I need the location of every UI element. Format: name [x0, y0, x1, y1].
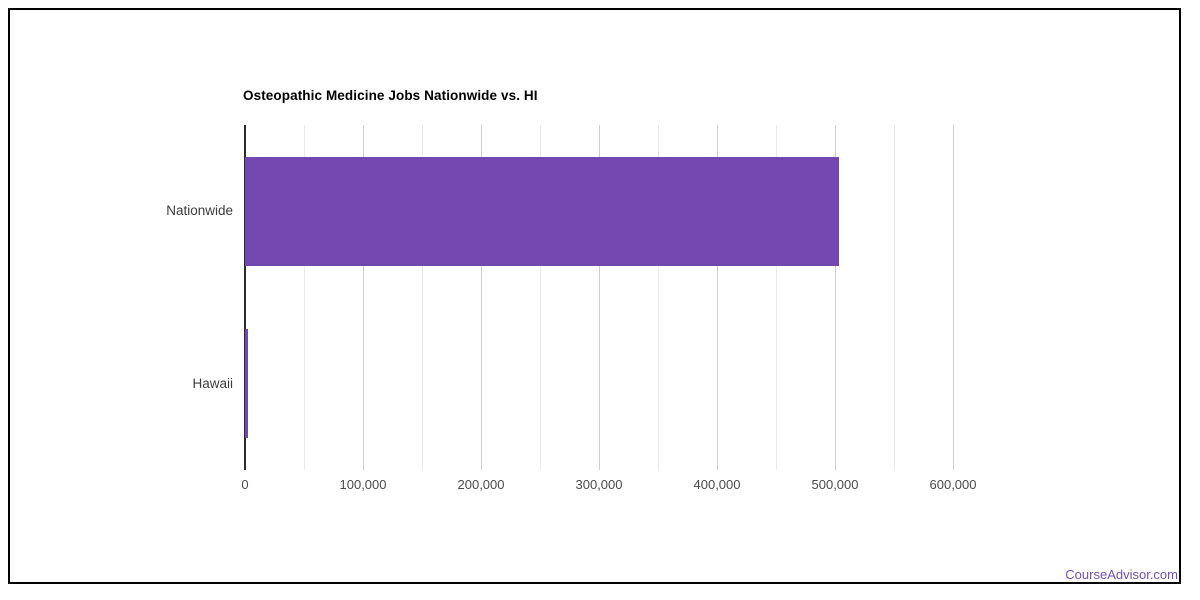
category-label-nationwide: Nationwide: [166, 203, 233, 219]
x-tick-label: 300,000: [575, 477, 623, 492]
bar-nationwide: [245, 156, 839, 266]
chart-title: Osteopathic Medicine Jobs Nationwide vs.…: [243, 88, 538, 103]
x-tick-label: 200,000: [457, 477, 505, 492]
plot-area: [244, 125, 1012, 470]
x-gridline: [893, 125, 895, 470]
bar-hawaii: [245, 329, 249, 439]
x-tick-label: 600,000: [929, 477, 977, 492]
x-gridline: [716, 125, 718, 470]
x-gridline: [421, 125, 423, 470]
x-gridline: [952, 125, 954, 470]
x-gridline: [303, 125, 305, 470]
y-axis-line: [244, 125, 246, 470]
x-tick-label: 400,000: [693, 477, 741, 492]
x-gridline: [480, 125, 482, 470]
x-tick-label: 500,000: [811, 477, 859, 492]
category-label-hawaii: Hawaii: [192, 375, 233, 391]
x-tick-label: 100,000: [339, 477, 387, 492]
x-tick-label: 0: [241, 477, 249, 492]
courseadvisor-link[interactable]: CourseAdvisor.com: [1065, 567, 1178, 582]
x-gridline: [362, 125, 364, 470]
x-gridline: [775, 125, 777, 470]
x-gridline: [657, 125, 659, 470]
x-gridline: [598, 125, 600, 470]
image-border-frame: [8, 8, 1181, 584]
x-gridline: [539, 125, 541, 470]
x-gridline: [834, 125, 836, 470]
